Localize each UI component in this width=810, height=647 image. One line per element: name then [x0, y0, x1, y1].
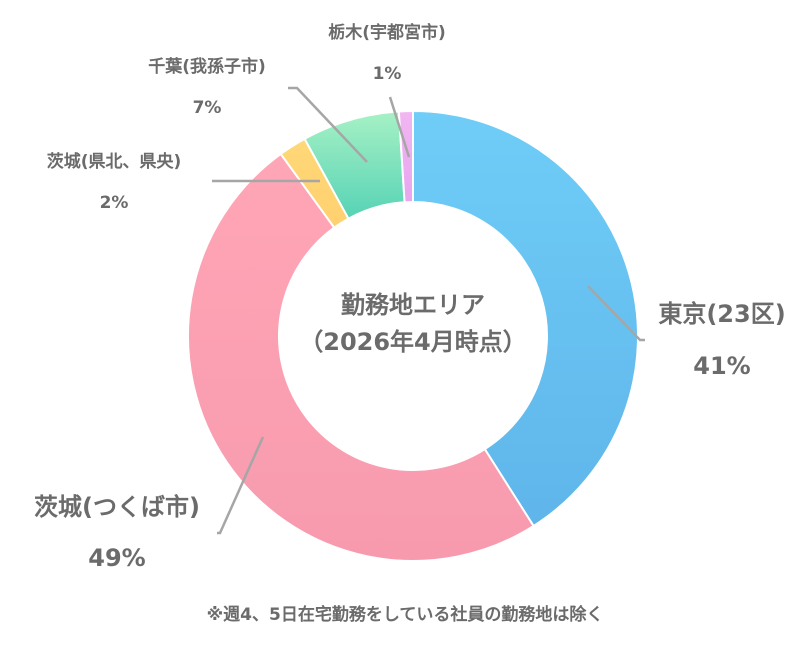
donut-slices: [187, 109, 639, 562]
slice-value-tokyo: 41%: [693, 352, 750, 380]
leader-line-tsukuba: [217, 436, 265, 535]
slice-tsukuba: [187, 152, 535, 562]
leader-line-chiba: [288, 86, 368, 163]
chart-title: 勤務地エリア: [341, 291, 485, 319]
slice-name-tsukuba: 茨城(つくば市): [34, 493, 200, 521]
leader-line-tokyo: [587, 285, 645, 342]
slice-name-chiba: 千葉(我孫子市): [148, 56, 266, 77]
chart-subtitle: （2026年4月時点）: [299, 328, 527, 356]
leader-lines: [212, 86, 645, 535]
footnote: ※週4、5日在宅勤務をしている社員の勤務地は除く: [206, 605, 604, 625]
slice-value-ibaraki-north: 2%: [100, 193, 129, 213]
slice-name-ibaraki-north: 茨城(県北、県央): [47, 151, 182, 172]
slice-name-tokyo: 東京(23区): [658, 300, 785, 328]
slice-name-tochigi: 栃木(宇都宮市): [328, 22, 446, 43]
slice-tokyo: [412, 109, 639, 528]
slice-value-tochigi: 1%: [373, 64, 402, 84]
leader-line-tochigi: [388, 96, 411, 158]
slice-value-tsukuba: 49%: [88, 544, 145, 572]
slice-value-chiba: 7%: [193, 98, 222, 118]
